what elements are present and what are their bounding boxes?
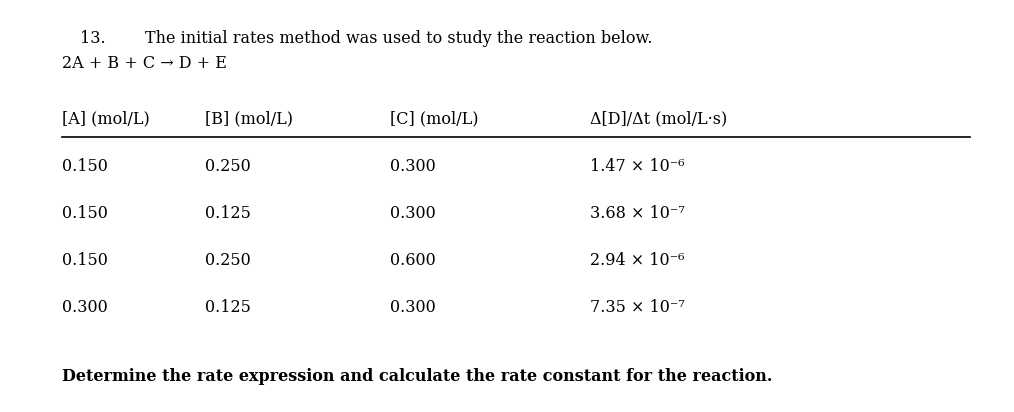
Text: [B] (mol/L): [B] (mol/L) — [205, 110, 293, 127]
Text: 0.250: 0.250 — [205, 158, 250, 175]
Text: 0.250: 0.250 — [205, 252, 250, 269]
Text: 0.125: 0.125 — [205, 205, 250, 222]
Text: 3.68 × 10⁻⁷: 3.68 × 10⁻⁷ — [590, 205, 684, 222]
Text: 0.300: 0.300 — [390, 205, 436, 222]
Text: 0.600: 0.600 — [390, 252, 436, 269]
Text: 2.94 × 10⁻⁶: 2.94 × 10⁻⁶ — [590, 252, 684, 269]
Text: 0.150: 0.150 — [62, 158, 107, 175]
Text: 0.150: 0.150 — [62, 252, 107, 269]
Text: 0.300: 0.300 — [62, 299, 107, 316]
Text: Δ[D]/Δt (mol/L·s): Δ[D]/Δt (mol/L·s) — [590, 110, 727, 127]
Text: 2A + B + C → D + E: 2A + B + C → D + E — [62, 55, 227, 72]
Text: Determine the rate expression and calculate the rate constant for the reaction.: Determine the rate expression and calcul… — [62, 368, 773, 385]
Text: [A] (mol/L): [A] (mol/L) — [62, 110, 150, 127]
Text: The initial rates method was used to study the reaction below.: The initial rates method was used to stu… — [145, 30, 652, 47]
Text: 0.300: 0.300 — [390, 299, 436, 316]
Text: 7.35 × 10⁻⁷: 7.35 × 10⁻⁷ — [590, 299, 684, 316]
Text: 1.47 × 10⁻⁶: 1.47 × 10⁻⁶ — [590, 158, 684, 175]
Text: [C] (mol/L): [C] (mol/L) — [390, 110, 479, 127]
Text: 13.: 13. — [80, 30, 105, 47]
Text: 0.125: 0.125 — [205, 299, 250, 316]
Text: 0.300: 0.300 — [390, 158, 436, 175]
Text: 0.150: 0.150 — [62, 205, 107, 222]
